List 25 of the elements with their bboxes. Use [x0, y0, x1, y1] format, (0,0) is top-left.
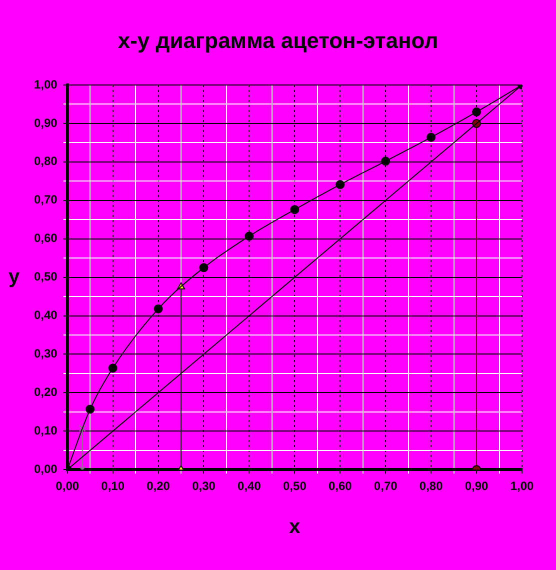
x-tick-label: 0,40: [238, 479, 262, 494]
x-axis-title: x: [289, 516, 300, 538]
x-tick-label: 0,10: [101, 479, 125, 494]
y-tick-label: 0,20: [34, 384, 58, 399]
chart-title: x-y диаграмма ацетон-этанол: [118, 28, 438, 54]
y-tick-label: 0,00: [34, 462, 58, 476]
y-tick-label: 0,50: [34, 270, 58, 284]
x-tick-label: 0,50: [283, 479, 307, 494]
x-tick-label: 0,20: [146, 479, 170, 494]
x-tick-label: 0,90: [464, 479, 489, 494]
y-tick-label: 0,40: [34, 308, 58, 322]
y-tick-label: 0,60: [34, 231, 58, 246]
x-tick-label: 0,30: [192, 479, 216, 494]
x-tick-label: 0,70: [374, 479, 398, 494]
y-tick-label: 1,00: [34, 77, 58, 92]
y-tick-label: 0,90: [34, 116, 58, 130]
y-tick-label: 0,10: [34, 423, 58, 438]
x-tick-label: 0,80: [419, 479, 444, 494]
x-tick-label: 1,00: [510, 479, 534, 494]
x-tick-label: 0,60: [328, 479, 352, 494]
x-tick-label: 0,00: [56, 479, 80, 494]
y-tick-label: 0,70: [34, 192, 58, 207]
y-tick-label: 0,80: [34, 154, 58, 168]
y-axis-title: y: [8, 266, 20, 288]
y-tick-label: 0,30: [34, 346, 58, 361]
